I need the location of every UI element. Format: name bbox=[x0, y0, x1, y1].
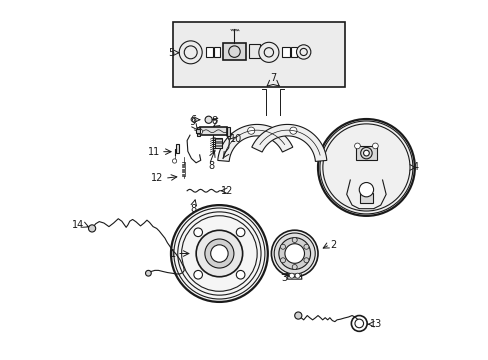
Circle shape bbox=[292, 238, 297, 243]
Circle shape bbox=[289, 273, 294, 278]
Circle shape bbox=[179, 41, 202, 64]
Text: 4: 4 bbox=[412, 162, 418, 172]
Circle shape bbox=[228, 46, 240, 57]
Circle shape bbox=[274, 233, 315, 274]
Text: 13: 13 bbox=[369, 319, 382, 329]
Bar bbox=[226, 127, 230, 136]
Circle shape bbox=[296, 45, 310, 59]
Circle shape bbox=[196, 129, 202, 134]
Circle shape bbox=[363, 150, 368, 156]
Circle shape bbox=[359, 183, 373, 197]
Text: 9: 9 bbox=[189, 117, 195, 127]
Polygon shape bbox=[251, 125, 326, 161]
Polygon shape bbox=[217, 125, 292, 161]
Circle shape bbox=[193, 270, 202, 279]
Text: 12: 12 bbox=[221, 186, 233, 196]
Text: 2: 2 bbox=[330, 239, 336, 249]
Text: 10: 10 bbox=[230, 134, 242, 144]
Bar bbox=[196, 127, 200, 136]
Circle shape bbox=[247, 127, 254, 134]
Bar bbox=[290, 47, 297, 57]
Circle shape bbox=[303, 258, 308, 263]
Text: 8: 8 bbox=[210, 116, 217, 126]
Bar bbox=[223, 43, 246, 60]
Bar bbox=[199, 127, 226, 135]
Text: 11: 11 bbox=[147, 147, 160, 157]
Circle shape bbox=[271, 230, 317, 277]
Bar bbox=[206, 46, 212, 57]
Circle shape bbox=[236, 228, 244, 237]
Circle shape bbox=[193, 228, 202, 237]
Circle shape bbox=[204, 116, 212, 123]
Circle shape bbox=[210, 245, 227, 262]
Circle shape bbox=[294, 312, 301, 319]
Bar bbox=[355, 146, 376, 160]
Circle shape bbox=[278, 238, 310, 269]
Circle shape bbox=[172, 159, 176, 163]
Text: 3: 3 bbox=[280, 273, 286, 283]
Circle shape bbox=[372, 143, 378, 149]
Bar bbox=[196, 129, 200, 134]
Bar bbox=[249, 44, 260, 58]
Circle shape bbox=[204, 239, 233, 268]
Circle shape bbox=[300, 48, 306, 55]
Circle shape bbox=[258, 42, 278, 62]
Circle shape bbox=[289, 127, 296, 134]
Text: 8: 8 bbox=[190, 204, 196, 214]
Circle shape bbox=[360, 147, 371, 159]
Bar bbox=[214, 46, 220, 57]
Circle shape bbox=[236, 270, 244, 279]
Circle shape bbox=[292, 265, 297, 270]
Circle shape bbox=[264, 48, 273, 57]
Circle shape bbox=[354, 143, 360, 149]
Bar bbox=[281, 47, 289, 57]
Text: 14: 14 bbox=[71, 220, 83, 230]
Text: 7: 7 bbox=[269, 73, 276, 83]
Circle shape bbox=[171, 205, 267, 302]
Text: 8: 8 bbox=[208, 161, 214, 171]
Bar bbox=[359, 193, 372, 203]
Circle shape bbox=[294, 273, 300, 278]
Circle shape bbox=[196, 230, 242, 277]
Circle shape bbox=[184, 46, 197, 59]
Bar bbox=[172, 22, 344, 87]
Circle shape bbox=[303, 244, 308, 249]
Circle shape bbox=[285, 244, 304, 263]
Circle shape bbox=[317, 119, 414, 216]
Text: 6: 6 bbox=[189, 115, 196, 125]
Text: 12: 12 bbox=[151, 173, 163, 183]
Circle shape bbox=[88, 225, 96, 232]
Bar bbox=[175, 144, 179, 153]
Text: 1: 1 bbox=[170, 248, 176, 258]
Circle shape bbox=[280, 244, 285, 249]
Text: 5: 5 bbox=[168, 48, 174, 58]
Circle shape bbox=[145, 270, 151, 276]
Circle shape bbox=[280, 258, 285, 263]
Bar bbox=[215, 138, 221, 148]
